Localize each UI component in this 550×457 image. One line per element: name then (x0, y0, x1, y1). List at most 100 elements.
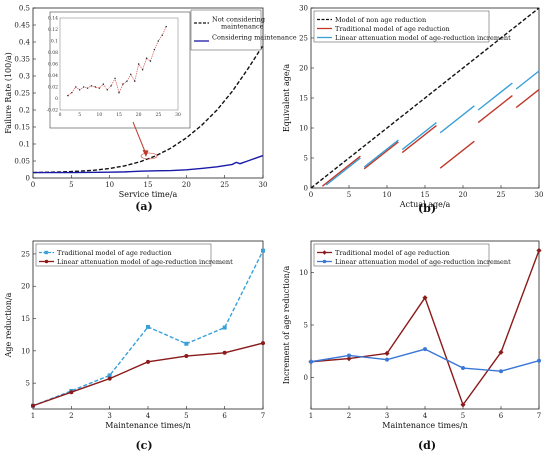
x-tick-label: 5 (461, 412, 465, 420)
legend-label-0: Traditional model of age reduction (57, 249, 172, 257)
data-point (261, 248, 265, 253)
inset-data-point (130, 73, 132, 76)
legend-marker (44, 250, 48, 255)
inset-x-tick-label: 25 (155, 112, 161, 118)
inset-y-tick-label: -0.02 (46, 108, 58, 114)
x-tick-label: 4 (423, 412, 428, 420)
y-tick-label: 20 (299, 65, 308, 73)
series-segment-2 (401, 122, 437, 151)
inset-y-tick-label: 0.02 (48, 85, 58, 91)
data-point (422, 295, 428, 301)
legend-box (35, 243, 212, 267)
y-tick-label: 15 (21, 315, 30, 323)
y-tick-label: 0.25 (14, 90, 30, 98)
panel-caption: (d) (418, 439, 436, 452)
data-point (536, 247, 542, 254)
x-tick-label: 1 (31, 412, 35, 420)
data-point (347, 353, 351, 358)
x-tick-label: 6 (499, 412, 504, 420)
inset-data-point (110, 85, 112, 87)
x-tick-label: 5 (347, 191, 351, 199)
series-segment-1 (439, 140, 475, 169)
legend-label-line: maintenance (221, 23, 264, 31)
data-point (222, 350, 227, 355)
data-point (146, 359, 150, 364)
x-tick-label: 1 (309, 412, 313, 420)
series-segment-1 (477, 95, 513, 124)
y-tick-label: 20 (21, 283, 30, 291)
inset-data-point (114, 77, 116, 80)
y-axis-label: Age reduction/a (4, 292, 13, 358)
data-point (146, 324, 150, 329)
series-segment-1 (363, 141, 399, 170)
data-point (69, 390, 74, 395)
y-tick-label: 0 (304, 374, 308, 382)
legend-label-line: Considering maintenance (212, 34, 297, 42)
series-segment-2 (477, 82, 513, 111)
series-segment-2 (439, 105, 475, 134)
data-point (385, 357, 389, 362)
y-tick-label: 0 (304, 185, 308, 193)
inset-data-point (102, 83, 104, 85)
panel-caption: (b) (418, 202, 436, 215)
series-segment-2 (325, 157, 361, 186)
x-axis-label: Actual age/a (399, 200, 451, 209)
y-tick-label: 25 (299, 35, 308, 43)
panel-caption: (c) (135, 439, 152, 452)
data-point (498, 349, 504, 355)
inset-x-tick-label: 0 (59, 112, 62, 118)
data-point (107, 373, 112, 378)
inset-y-tick-label: 0.1 (51, 39, 58, 45)
x-tick-label: 20 (459, 191, 468, 199)
legend-label-1: Considering maintenance (212, 34, 297, 42)
data-point (31, 403, 35, 408)
inset-data-point (165, 25, 167, 28)
y-tick-label: 0.35 (14, 56, 30, 64)
x-axis-label: Maintenance times/n (382, 421, 468, 430)
y-tick-label: 5 (304, 322, 308, 330)
inset-data-point (149, 60, 152, 62)
series-line-1 (33, 154, 264, 174)
data-point (423, 347, 427, 352)
x-tick-label: 4 (146, 412, 151, 420)
inset-y-tick-label: 0 (55, 96, 58, 102)
y-axis-label: Failure Rate (100/a) (4, 52, 13, 134)
x-tick-label: 2 (347, 412, 351, 420)
panel-caption: (a) (135, 200, 153, 213)
data-point (461, 366, 465, 371)
inset-y-tick-label: 0.06 (48, 62, 58, 68)
inset-frame-outer (49, 11, 191, 129)
y-tick-label: 5 (304, 155, 308, 163)
x-tick-label: 2 (69, 412, 73, 420)
x-axis-label: Service time/a (119, 190, 178, 199)
pointer-arrow-shaft (132, 121, 147, 155)
x-tick-label: 7 (261, 412, 265, 420)
legend-label-0: Model of non age reduction (335, 16, 426, 24)
y-tick-label: 0.4 (19, 39, 31, 47)
data-point (261, 341, 265, 346)
panel-c: 1 2 3 4 5 6 7 5 10 15 20 25 Maintenance times/n Age r… (4, 240, 265, 452)
x-tick-label: 7 (537, 412, 541, 420)
y-tick-label: 10 (299, 269, 308, 277)
inset-y-tick-label: 0.04 (48, 73, 58, 79)
data-point (384, 350, 390, 356)
inset-y-tick-label: 0.14 (48, 16, 58, 22)
data-point (346, 356, 352, 362)
x-tick-label: 25 (220, 181, 229, 189)
legend-label-1: Linear attenuation model of age-reductio… (57, 258, 233, 266)
x-tick-label: 20 (182, 181, 191, 189)
y-axis-label: Increment of age reduction/a (282, 265, 291, 384)
inset-x-tick-label: 20 (136, 112, 142, 118)
inset-x-tick-label: 5 (78, 112, 81, 118)
inset-data-point (90, 85, 93, 87)
legend-label-1: Linear attenuation model of age-reductio… (335, 258, 511, 266)
series-segment-2 (515, 70, 540, 90)
x-tick-label: 5 (184, 412, 188, 420)
x-tick-label: 15 (144, 181, 153, 189)
legend: Not considering maintenance Considering ma… (190, 9, 297, 51)
series-segment-1 (401, 125, 437, 154)
data-point (499, 369, 503, 374)
y-tick-label: 0.1 (19, 141, 30, 149)
x-tick-label: 0 (309, 191, 313, 199)
data-point (222, 325, 227, 330)
